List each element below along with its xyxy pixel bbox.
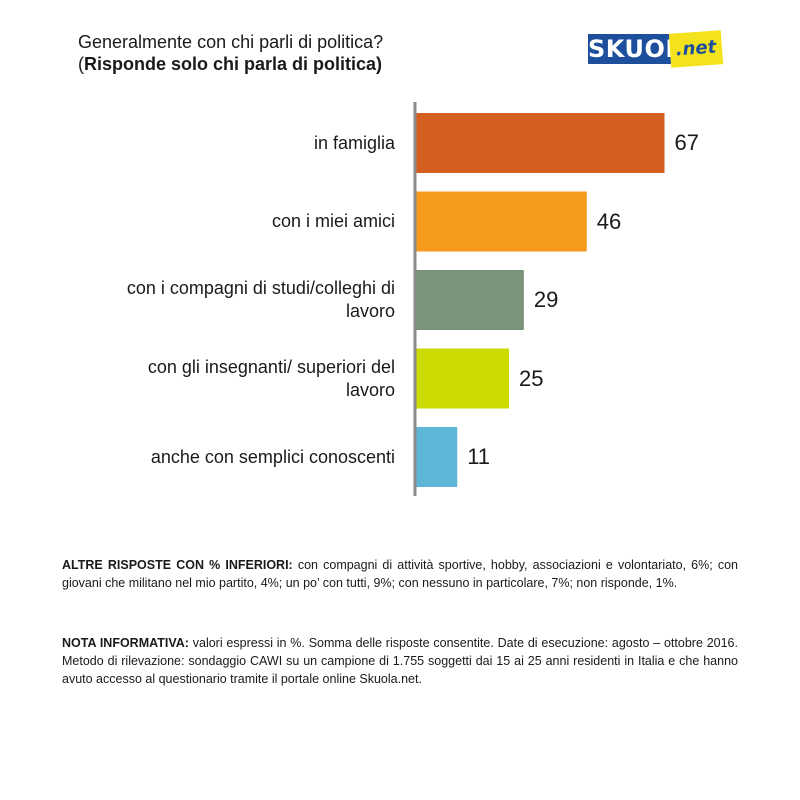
other-answers-text: con compagni di attività sportive, hobby… (62, 558, 738, 590)
bar (416, 348, 510, 409)
bar-chart (413, 102, 665, 496)
skuola-logo: SKUOLa .net (588, 30, 724, 68)
category-label-line: lavoro (345, 379, 395, 400)
other-answers-note: ALTRE RISPOSTE CON % INFERIORI: con comp… (62, 556, 738, 592)
data-label: 11 (467, 444, 491, 469)
category-label-line: con gli insegnanti/ superiori del (147, 356, 395, 377)
data-label: 25 (519, 365, 544, 391)
category-label: con i compagni di studi/colleghi di lavor… (75, 277, 395, 323)
category-label-line: con i miei amici (271, 211, 395, 231)
category-label: anche con semplici conoscenti (75, 446, 395, 469)
chart-title: Generalmente con chi parli di politica? (78, 32, 384, 52)
bar (416, 427, 458, 487)
category-label: in famiglia (75, 132, 395, 155)
data-label: 29 (533, 287, 559, 312)
info-note-label: NOTA INFORMATIVA: (62, 636, 189, 650)
category-label-line: con i compagni di studi/colleghi di (126, 278, 395, 298)
category-label: con i miei amici (75, 210, 395, 233)
info-note-text: valori espressi in %. Somma delle rispos… (62, 636, 738, 686)
category-label: con gli insegnanti/ superiori del lavoro (75, 356, 395, 402)
chart-subtitle: (Risponde solo chi parla di politica) (78, 54, 383, 74)
bar (416, 113, 665, 173)
bar (416, 270, 524, 330)
data-label: 67 (674, 130, 699, 155)
info-note: NOTA INFORMATIVA: valori espressi in %. … (62, 634, 738, 688)
other-answers-label: ALTRE RISPOSTE CON % INFERIORI: (62, 558, 293, 572)
category-label-line: lavoro (345, 301, 395, 321)
bar (416, 191, 587, 252)
category-label-line: anche con semplici conoscenti (150, 446, 395, 467)
data-label: 46 (596, 208, 622, 234)
category-label-line: in famiglia (313, 132, 395, 153)
